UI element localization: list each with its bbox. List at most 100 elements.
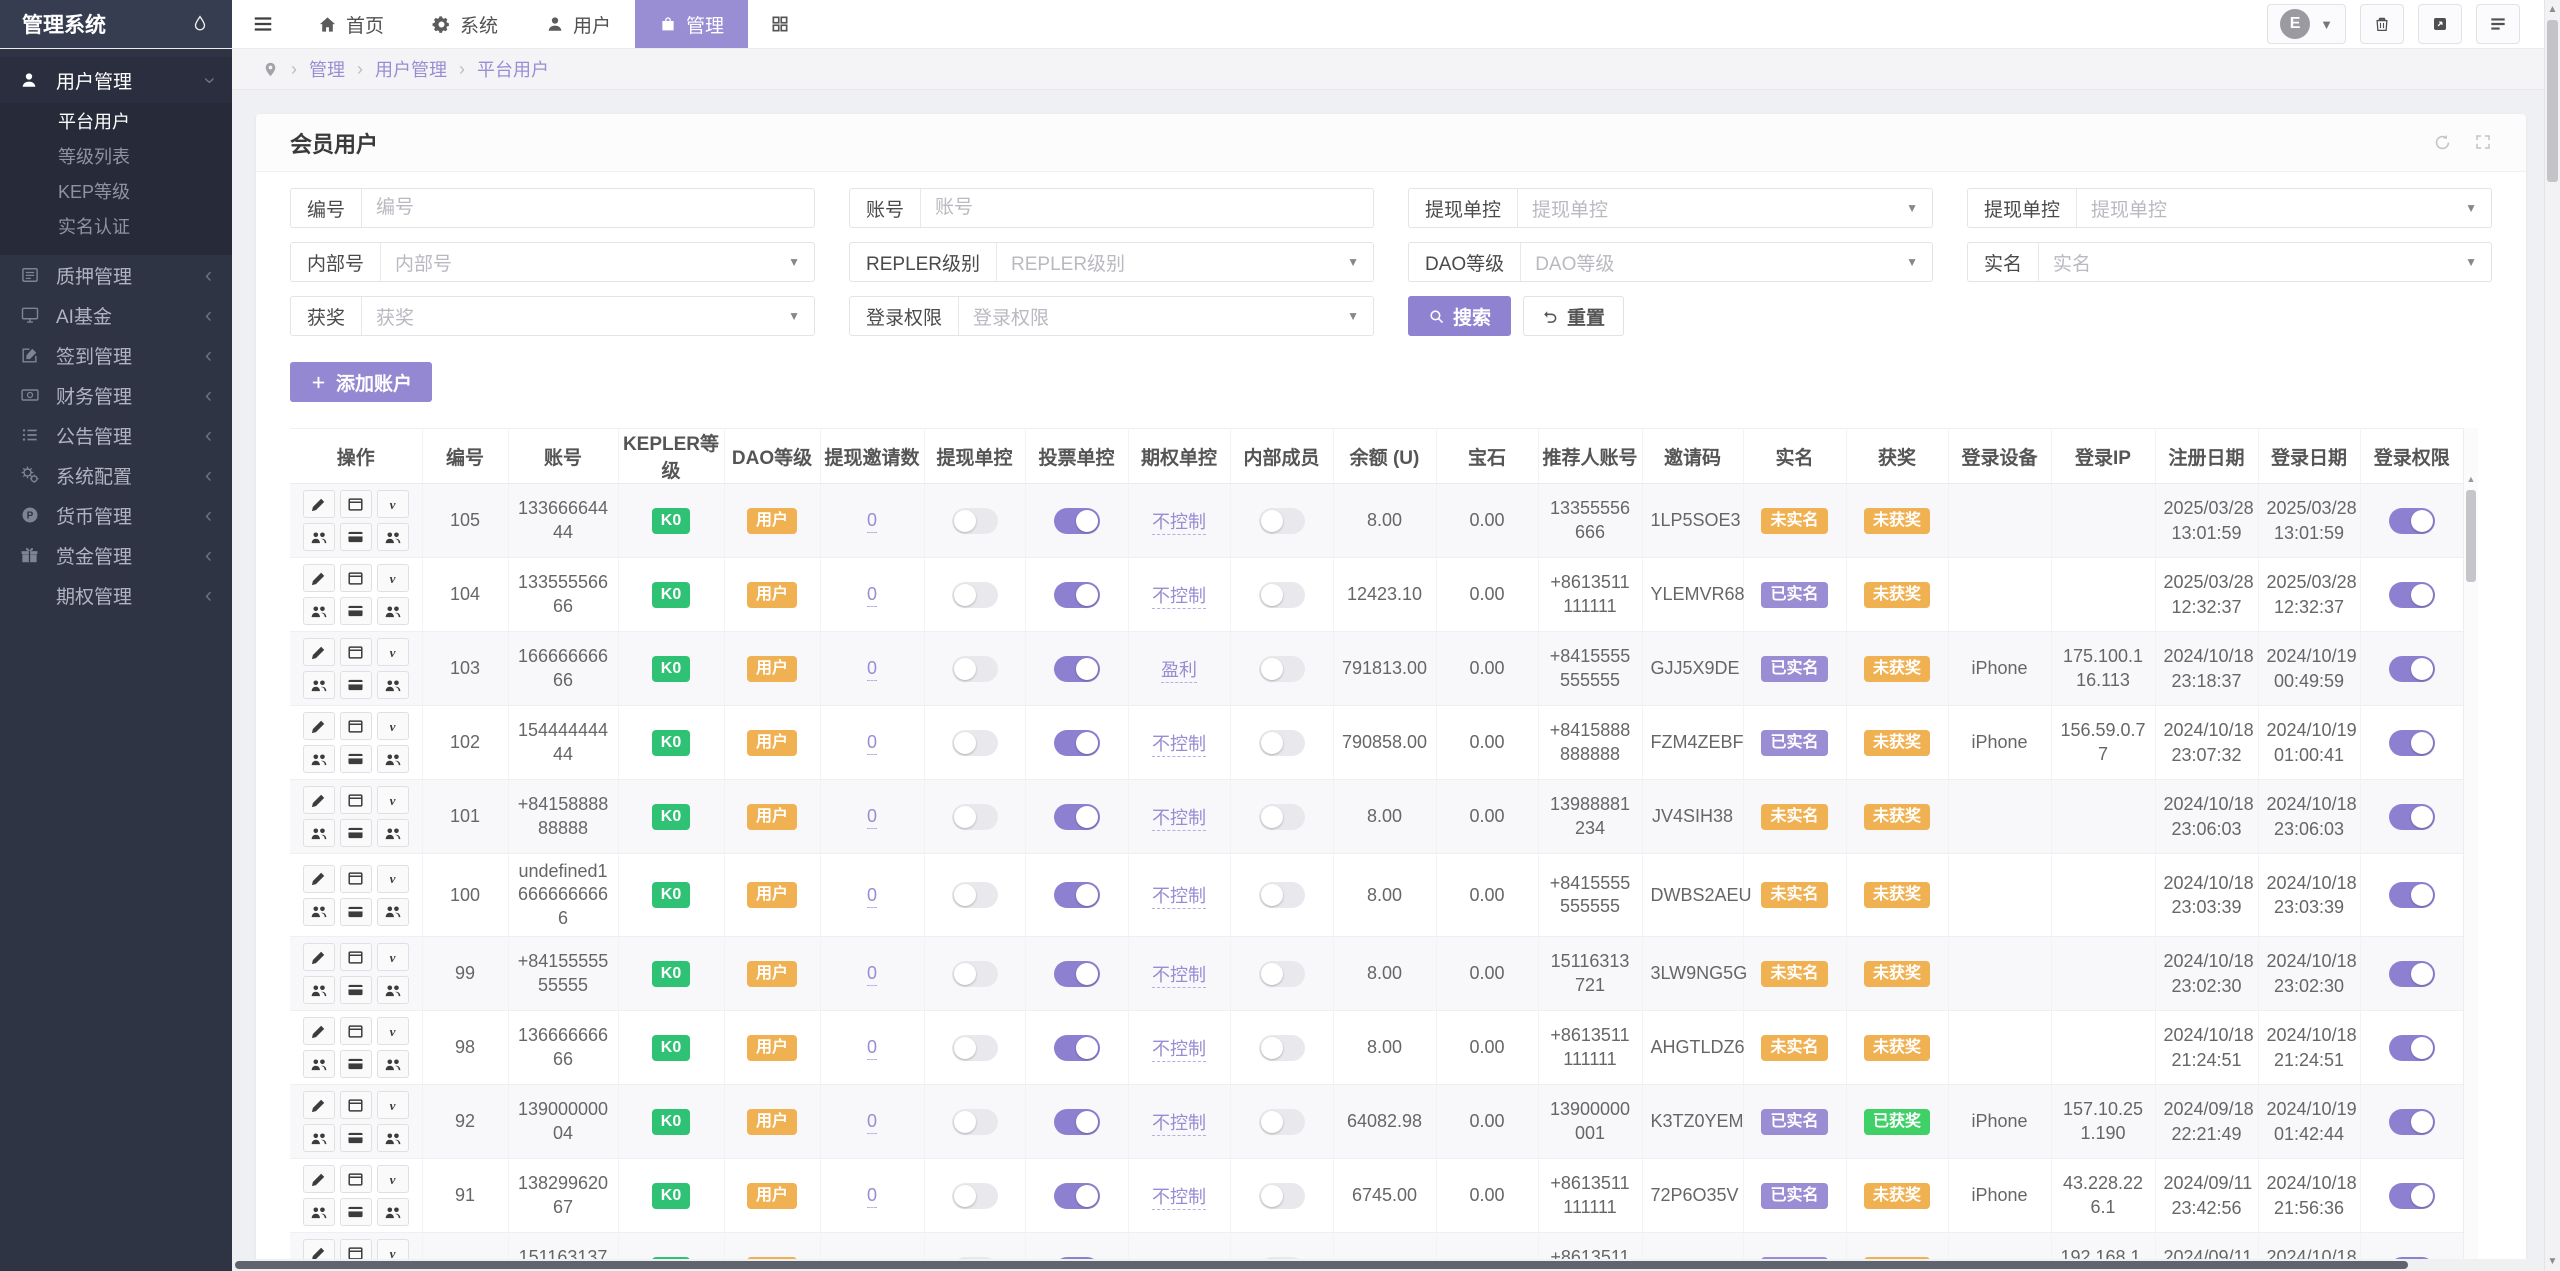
vote-control-toggle[interactable] [1053, 1034, 1100, 1061]
withdraw-control-toggle[interactable] [951, 1108, 998, 1135]
invite-count-link[interactable]: 0 [866, 806, 877, 829]
horizontal-scrollbar-thumb[interactable] [235, 1261, 2409, 1269]
filter-select-login-permission[interactable]: 登录权限 ▼ [973, 307, 1359, 329]
sidebar-item-6[interactable]: 系统配置 ‹ [0, 455, 232, 495]
card-button[interactable] [339, 976, 372, 1005]
login-permission-toggle[interactable] [2388, 729, 2435, 756]
card-button[interactable] [339, 819, 372, 847]
window-button[interactable] [339, 490, 372, 518]
sidebar-item-8[interactable]: 赏金管理 ‹ [0, 535, 232, 575]
sidebar-item-3[interactable]: 签到管理 ‹ [0, 335, 232, 375]
option-control-link[interactable]: 不控制 [1152, 964, 1206, 988]
v-button[interactable]: v [376, 490, 409, 518]
topnav-tab-3[interactable]: 管理 [635, 0, 749, 48]
sidebar-item-0[interactable]: 用户管理 ‹ [0, 57, 232, 103]
login-permission-toggle[interactable] [2388, 581, 2435, 608]
invite-count-link[interactable]: 0 [866, 732, 877, 755]
vote-control-toggle[interactable] [1053, 803, 1100, 830]
invite-count-link[interactable]: 0 [866, 658, 877, 681]
option-control-link[interactable]: 不控制 [1152, 1186, 1206, 1210]
window-button[interactable] [339, 712, 372, 740]
topnav-tab-2[interactable]: 用户 [522, 0, 635, 48]
team-button[interactable] [302, 671, 335, 699]
login-permission-toggle[interactable] [2388, 960, 2435, 987]
sidebar-item-1[interactable]: 质押管理 ‹ [0, 255, 232, 295]
apps-grid-button[interactable] [748, 0, 812, 48]
expand-icon[interactable] [2474, 133, 2492, 152]
sidebar-subitem-2[interactable]: KEP等级 [58, 182, 131, 202]
edit-button[interactable] [302, 490, 335, 518]
invite-count-link[interactable]: 0 [866, 1185, 877, 1209]
window-button[interactable] [339, 1165, 372, 1194]
card-button[interactable] [339, 523, 372, 551]
vote-control-toggle[interactable] [1053, 655, 1100, 682]
window-button[interactable] [339, 864, 372, 893]
invite-count-link[interactable]: 0 [866, 963, 877, 987]
breadcrumb-item-0[interactable]: 管理 [309, 60, 345, 80]
v-button[interactable]: v [376, 786, 409, 814]
sidebar-item-2[interactable]: AI基金 ‹ [0, 295, 232, 335]
invite-count-link[interactable]: 0 [866, 510, 877, 533]
team-button-2[interactable] [376, 671, 409, 699]
login-permission-toggle[interactable] [2388, 1182, 2435, 1209]
team-button-2[interactable] [376, 1050, 409, 1079]
edit-button[interactable] [302, 786, 335, 814]
team-button[interactable] [302, 976, 335, 1005]
v-button[interactable]: v [376, 712, 409, 740]
user-menu-button[interactable]: E ▼ [2267, 4, 2346, 44]
page-scrollbar[interactable]: ▲ ▼ [2544, 0, 2560, 1271]
sidebar-item-5[interactable]: 公告管理 ‹ [0, 415, 232, 455]
edit-button[interactable] [302, 564, 335, 592]
v-button[interactable]: v [376, 864, 409, 893]
edit-button[interactable] [302, 1017, 335, 1046]
filter-select-realname[interactable]: 实名 ▼ [2053, 253, 2477, 275]
vote-control-toggle[interactable] [1053, 1182, 1100, 1209]
search-button[interactable]: 搜索 [1408, 296, 1512, 336]
window-button[interactable] [339, 638, 372, 666]
team-button-2[interactable] [376, 976, 409, 1005]
card-button[interactable] [339, 1198, 372, 1227]
team-button-2[interactable] [376, 1198, 409, 1227]
v-button[interactable]: v [376, 1017, 409, 1046]
internal-member-toggle[interactable] [1258, 507, 1305, 534]
table-vertical-scrollbar[interactable]: ▲ [2463, 428, 2478, 1271]
invite-count-link[interactable]: 0 [866, 1037, 877, 1061]
sidebar-subitem-1[interactable]: 等级列表 [58, 147, 130, 167]
page-scrollbar-thumb[interactable] [2547, 20, 2558, 182]
card-button[interactable] [339, 1050, 372, 1079]
invite-count-link[interactable]: 0 [866, 584, 877, 607]
vote-control-toggle[interactable] [1053, 1108, 1100, 1135]
filter-select-award[interactable]: 获奖 ▼ [376, 307, 800, 329]
vote-control-toggle[interactable] [1053, 581, 1100, 608]
sidebar-item-4[interactable]: 财务管理 ‹ [0, 375, 232, 415]
team-button[interactable] [302, 597, 335, 625]
card-button[interactable] [339, 597, 372, 625]
team-button[interactable] [302, 1198, 335, 1227]
card-button[interactable] [339, 1124, 372, 1153]
window-button[interactable] [339, 786, 372, 814]
window-button[interactable] [339, 1017, 372, 1046]
internal-member-toggle[interactable] [1258, 1108, 1305, 1135]
internal-member-toggle[interactable] [1258, 1182, 1305, 1209]
sidebar-subitem-3[interactable]: 实名认证 [58, 217, 130, 237]
refresh-icon[interactable] [2433, 133, 2452, 152]
team-button[interactable] [302, 1050, 335, 1079]
sidebar-collapse-button[interactable] [232, 0, 294, 48]
edit-button[interactable] [302, 638, 335, 666]
option-control-link[interactable]: 不控制 [1152, 1038, 1206, 1062]
vote-control-toggle[interactable] [1053, 507, 1100, 534]
team-button[interactable] [302, 819, 335, 847]
team-button-2[interactable] [376, 523, 409, 551]
login-permission-toggle[interactable] [2388, 882, 2435, 909]
edit-button[interactable] [302, 712, 335, 740]
filter-input-number[interactable] [362, 189, 814, 227]
v-button[interactable]: v [376, 943, 409, 972]
internal-member-toggle[interactable] [1258, 1034, 1305, 1061]
edit-button[interactable] [302, 1165, 335, 1194]
team-button[interactable] [302, 745, 335, 773]
edit-button[interactable] [302, 943, 335, 972]
team-button-2[interactable] [376, 745, 409, 773]
team-button-2[interactable] [376, 1124, 409, 1153]
breadcrumb-item-2[interactable]: 平台用户 [477, 60, 549, 80]
internal-member-toggle[interactable] [1258, 803, 1305, 830]
